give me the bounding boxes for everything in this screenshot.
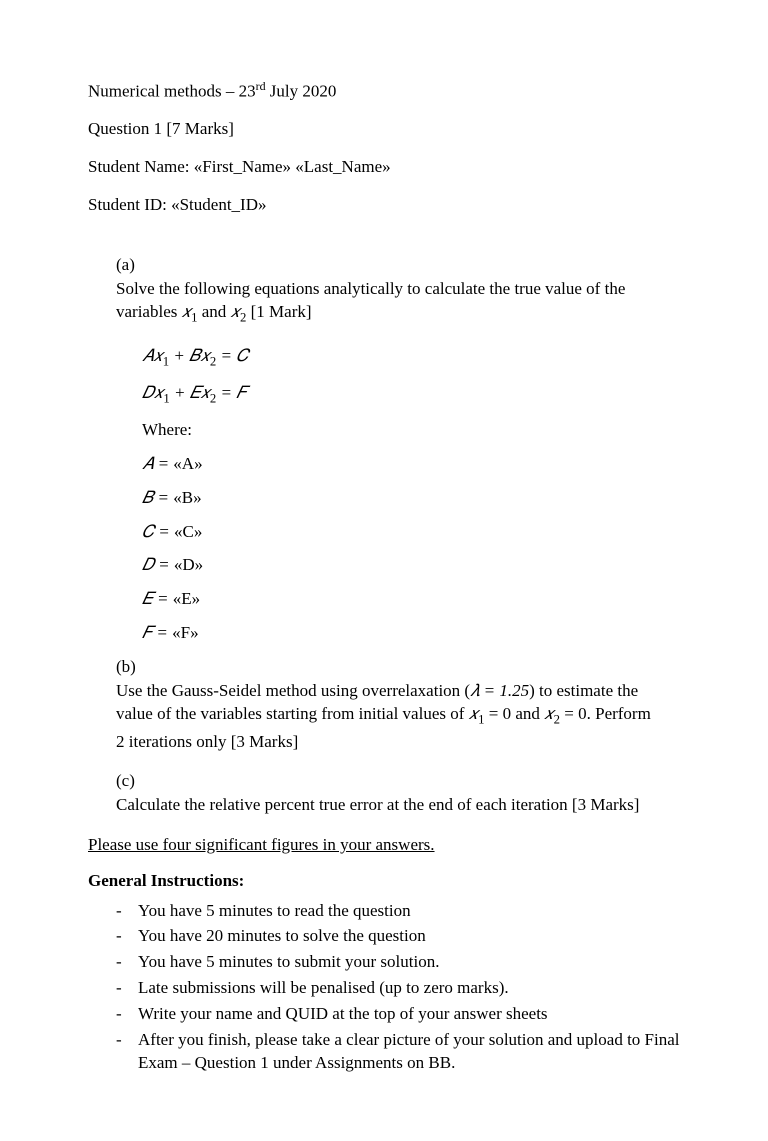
instruction-item: You have 5 minutes to submit your soluti… [116,950,680,974]
instruction-item: Late submissions will be penalised (up t… [116,976,680,1000]
part-a: (a) Solve the following equations analyt… [116,253,680,328]
title-sup: rd [256,79,266,93]
b-eq0b: = 0 [560,704,587,723]
b-and: and [511,704,544,723]
def-A: 𝐴 = «A» [142,452,680,476]
part-b: (b) Use the Gauss-Seidel method using ov… [116,655,680,754]
def-A-rhs: «A» [173,454,202,473]
def-B-rhs: «B» [173,488,201,507]
instructions-title: General Instructions: [88,869,680,893]
eq2-eq: = 𝐹 [216,383,246,402]
var-x2: 𝑥 [231,302,240,321]
content-body: (a) Solve the following equations analyt… [88,253,680,1075]
def-A-lhs: 𝐴 = [142,454,173,473]
student-name-line: Student Name: «First_Name» «Last_Name» [88,155,680,179]
part-c: (c) Calculate the relative percent true … [116,769,680,817]
def-C-lhs: 𝐶 = [142,522,174,541]
def-D: 𝐷 = «D» [142,553,680,577]
b-x1: 𝑥 [469,704,478,723]
eq-block: 𝐴𝑥1 + 𝐵𝑥2 = 𝐶 𝐷𝑥1 + 𝐸𝑥2 = 𝐹 Where: 𝐴 = «… [142,344,680,645]
part-b-pre: Use the Gauss-Seidel method using overre… [116,681,470,700]
eq2-a: 𝐷𝑥 [142,383,163,402]
part-b-label: (b) [116,655,142,679]
equation-2: 𝐷𝑥1 + 𝐸𝑥2 = 𝐹 [142,381,680,408]
def-C: 𝐶 = «C» [142,520,680,544]
where-label: Where: [142,418,680,442]
instruction-item: You have 20 minutes to solve the questio… [116,924,680,948]
part-a-label: (a) [116,253,142,277]
page-title: Numerical methods – 23rd July 2020 [88,78,680,103]
def-E-rhs: «E» [173,589,200,608]
equation-1: 𝐴𝑥1 + 𝐵𝑥2 = 𝐶 [142,344,680,371]
instruction-item: Write your name and QUID at the top of y… [116,1002,680,1026]
var-x1: 𝑥 [182,302,191,321]
def-F-lhs: 𝐹 = [142,623,172,642]
eq1-plus: + 𝐵𝑥 [169,346,210,365]
def-D-lhs: 𝐷 = [142,555,174,574]
part-c-label: (c) [116,769,142,793]
def-E: 𝐸 = «E» [142,587,680,611]
exam-page: Numerical methods – 23rd July 2020 Quest… [0,0,768,1141]
def-F-rhs: «F» [172,623,198,642]
title-prefix: Numerical methods – 23 [88,82,256,101]
def-F: 𝐹 = «F» [142,621,680,645]
instructions-list: You have 5 minutes to read the question … [88,899,680,1076]
part-c-body: Calculate the relative percent true erro… [116,793,656,817]
eq1-a: 𝐴𝑥 [142,346,163,365]
question-line: Question 1 [7 Marks] [88,117,680,141]
part-a-post: [1 Mark] [246,302,311,321]
title-suffix: July 2020 [266,82,337,101]
lambda: 𝜆 = 1.25 [470,681,529,700]
eq2-plus: + 𝐸𝑥 [170,383,210,402]
def-B-lhs: 𝐵 = [142,488,173,507]
def-E-lhs: 𝐸 = [142,589,173,608]
b-x2: 𝑥 [544,704,553,723]
def-B: 𝐵 = «B» [142,486,680,510]
def-D-rhs: «D» [174,555,203,574]
instruction-item: You have 5 minutes to read the question [116,899,680,923]
part-a-and: and [197,302,230,321]
instruction-item: After you finish, please take a clear pi… [116,1028,680,1076]
eq1-eq: = 𝐶 [216,346,248,365]
def-C-rhs: «C» [174,522,202,541]
student-id-line: Student ID: «Student_ID» [88,193,680,217]
sig-fig-note: Please use four significant figures in y… [88,833,680,857]
part-b-body: Use the Gauss-Seidel method using overre… [116,679,656,754]
b-eq0a: = 0 [485,704,512,723]
part-a-body: Solve the following equations analytical… [116,277,656,328]
